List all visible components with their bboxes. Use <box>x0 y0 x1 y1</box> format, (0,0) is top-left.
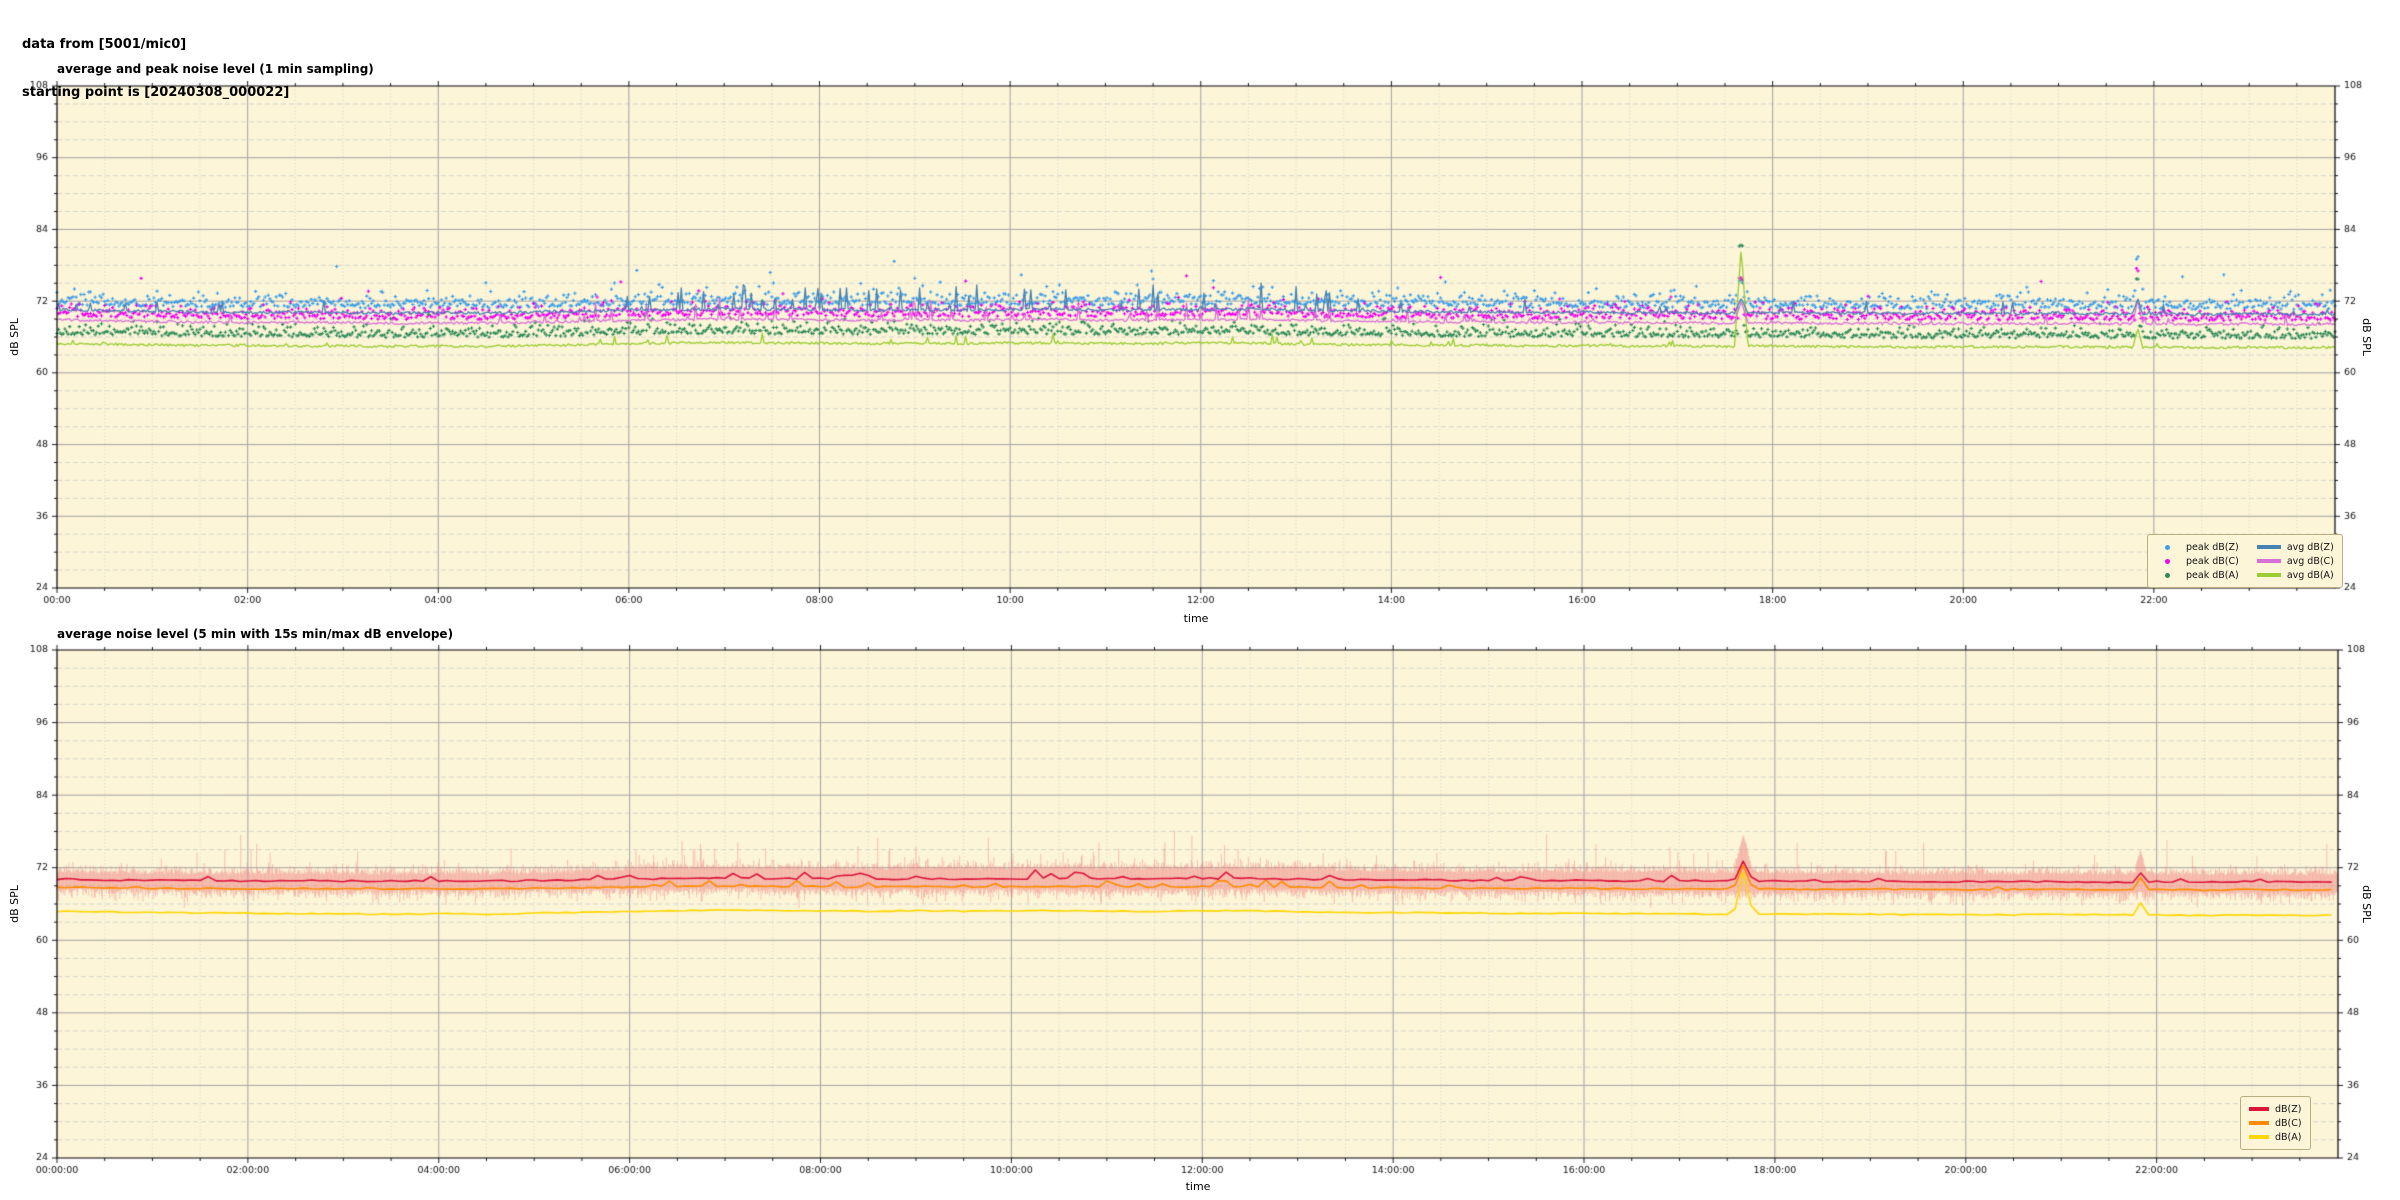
legend-label: dB(Z) <box>2275 1103 2302 1115</box>
chart1-ylabel-right: dB SPL <box>2360 318 2373 356</box>
legend-item-dba: dB(A) <box>2249 1130 2302 1144</box>
dba-line-icon <box>2249 1135 2269 1139</box>
legend-label: avg dB(A) <box>2286 569 2334 581</box>
legend-item-avg-dbc: avg dB(C) <box>2256 554 2334 568</box>
chart2-ylabel-left: dB SPL <box>8 885 21 923</box>
dbz-line-icon <box>2249 1107 2269 1111</box>
legend-label: peak dB(C) <box>2186 555 2239 567</box>
chart2-ylabel-right: dB SPL <box>2360 885 2373 923</box>
chart1-legend: peak dB(Z) peak dB(C) peak dB(A) avg dB(… <box>2147 534 2343 588</box>
legend-label: dB(C) <box>2275 1117 2302 1129</box>
dbc-line-icon <box>2249 1121 2269 1125</box>
chart1-ylabel-left: dB SPL <box>8 318 21 356</box>
legend-item-avg-dba: avg dB(A) <box>2256 568 2334 582</box>
figure-header: data from [5001/mic0] starting point is … <box>22 5 289 117</box>
peak-dba-marker-icon <box>2165 572 2170 578</box>
peak-dbz-marker-icon <box>2165 544 2170 550</box>
header-data-source: data from [5001/mic0] <box>22 37 187 52</box>
header-starting-point: starting point is [20240308_000022] <box>22 85 290 100</box>
avg-dba-line-icon <box>2256 573 2281 577</box>
legend-item-dbc: dB(C) <box>2249 1116 2302 1130</box>
legend-item-avg-dbz: avg dB(Z) <box>2256 540 2334 554</box>
legend-item-peak-dbc: peak dB(C) <box>2156 554 2239 568</box>
legend-label: avg dB(C) <box>2286 555 2334 567</box>
peak-dbc-marker-icon <box>2165 558 2170 564</box>
legend-label: peak dB(Z) <box>2186 541 2239 553</box>
chart1-xlabel: time <box>1183 612 1209 625</box>
legend-item-peak-dba: peak dB(A) <box>2156 568 2239 582</box>
legend-label: dB(A) <box>2275 1131 2302 1143</box>
chart1-title: average and peak noise level (1 min samp… <box>57 62 374 76</box>
avg-dbc-line-icon <box>2256 559 2281 563</box>
avg-dbz-line-icon <box>2256 545 2281 549</box>
chart2-title: average noise level (5 min with 15s min/… <box>57 627 454 641</box>
chart2-xlabel: time <box>1185 1180 1211 1193</box>
legend-label: peak dB(A) <box>2186 569 2239 581</box>
chart2-legend: dB(Z) dB(C) dB(A) <box>2240 1096 2311 1150</box>
legend-label: avg dB(Z) <box>2286 541 2334 553</box>
legend-item-peak-dbz: peak dB(Z) <box>2156 540 2239 554</box>
legend-item-dbz: dB(Z) <box>2249 1102 2302 1116</box>
